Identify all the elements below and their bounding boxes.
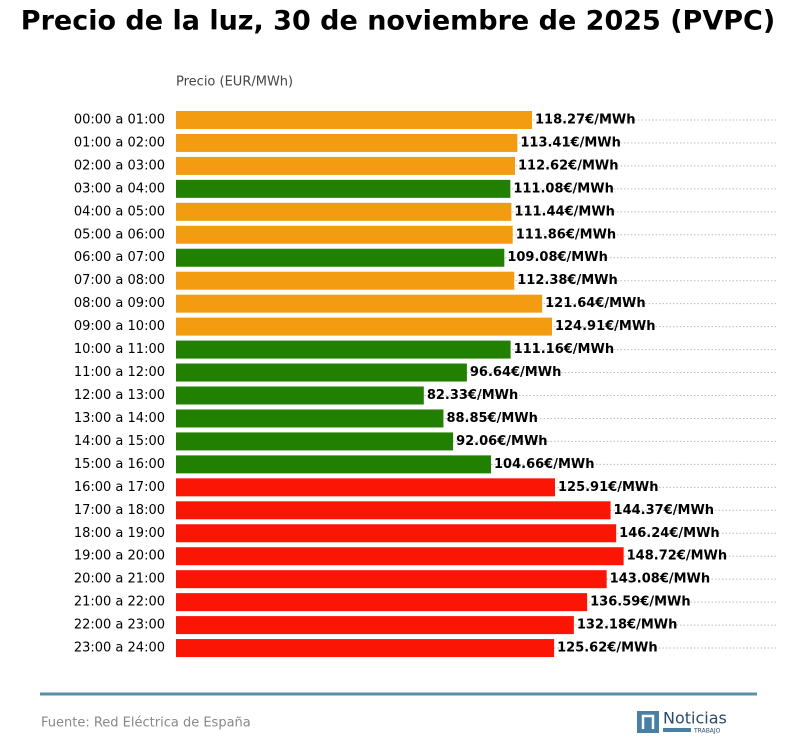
source: Fuente: Red Eléctrica de España [41, 716, 251, 731]
logo: Noticias TRABAJO [637, 709, 727, 735]
value-label: 125.62€/MWh [557, 641, 658, 656]
value-label: 118.27€/MWh [535, 112, 636, 127]
bar [176, 156, 515, 175]
bar [176, 616, 574, 635]
value-label: 92.06€/MWh [456, 434, 547, 449]
value-label: 125.91€/MWh [558, 480, 659, 495]
bar [176, 363, 467, 382]
bar [176, 179, 511, 198]
bar [176, 225, 513, 244]
bar [176, 409, 444, 428]
y-tick-label: 03:00 a 04:00 [74, 181, 165, 196]
y-tick-label: 13:00 a 14:00 [74, 411, 165, 426]
value-label: 111.44€/MWh [514, 204, 615, 219]
value-label: 109.08€/MWh [507, 250, 608, 265]
value-label: 82.33€/MWh [427, 388, 518, 403]
bar [176, 455, 492, 474]
value-label: 146.24€/MWh [619, 526, 720, 541]
y-tick-label: 05:00 a 06:00 [74, 227, 165, 242]
value-label: 136.59€/MWh [590, 595, 691, 610]
logo-name: Noticias [663, 709, 727, 728]
logo-tagline: TRABAJO [693, 728, 721, 735]
y-tick-label: 16:00 a 17:00 [74, 480, 165, 495]
bar [176, 639, 555, 658]
value-label: 104.66€/MWh [494, 457, 595, 472]
y-tick-label: 22:00 a 23:00 [74, 618, 165, 633]
y-tick-label: 23:00 a 24:00 [74, 641, 165, 656]
value-label: 143.08€/MWh [610, 572, 711, 587]
y-tick-label: 02:00 a 03:00 [74, 158, 165, 173]
bar [176, 271, 515, 290]
y-tick-label: 19:00 a 20:00 [74, 549, 165, 564]
bar [176, 340, 511, 359]
y-tick-label: 18:00 a 19:00 [74, 526, 165, 541]
y-tick-label: 12:00 a 13:00 [74, 388, 165, 403]
logo-icon [637, 711, 659, 733]
y-tick-label: 04:00 a 05:00 [74, 204, 165, 219]
bar [176, 524, 617, 543]
value-label: 96.64€/MWh [470, 365, 561, 380]
value-label: 112.62€/MWh [518, 158, 619, 173]
value-label: 121.64€/MWh [545, 296, 646, 311]
y-tick-label: 07:00 a 08:00 [74, 273, 165, 288]
bar [176, 248, 505, 267]
y-tick-label: 15:00 a 16:00 [74, 457, 165, 472]
logo-glyph [641, 714, 655, 729]
bar [176, 110, 532, 129]
logo-bar [663, 728, 691, 732]
value-label: 111.08€/MWh [513, 181, 614, 196]
value-label: 124.91€/MWh [555, 319, 656, 334]
y-tick-label: 10:00 a 11:00 [74, 342, 165, 357]
value-label: 88.85€/MWh [446, 411, 537, 426]
y-tick-label: 20:00 a 21:00 [74, 572, 165, 587]
value-label: 111.86€/MWh [516, 227, 617, 242]
value-label: 132.18€/MWh [577, 618, 678, 633]
bar [176, 133, 518, 152]
bar [176, 570, 607, 589]
plot: 00:00 a 01:00 118.27€/MWh 01:00 a 02:00 113… [74, 110, 778, 658]
y-tick-label: 14:00 a 15:00 [74, 434, 165, 449]
y-tick-label: 09:00 a 10:00 [74, 319, 165, 334]
y-tick-label: 00:00 a 01:00 [74, 112, 165, 127]
chart-title: Precio de la luz, 30 de noviembre de 202… [21, 6, 775, 37]
axis-label: Precio (EUR/MWh) [176, 75, 293, 90]
y-tick-label: 21:00 a 22:00 [74, 595, 165, 610]
bar [176, 432, 454, 451]
y-tick-label: 17:00 a 18:00 [74, 503, 165, 518]
y-tick-label: 08:00 a 09:00 [74, 296, 165, 311]
value-label: 112.38€/MWh [517, 273, 618, 288]
bar [176, 593, 588, 612]
value-label: 144.37€/MWh [614, 503, 715, 518]
bar [176, 294, 543, 313]
bar [176, 478, 555, 497]
y-tick-label: 06:00 a 07:00 [74, 250, 165, 265]
bar [176, 317, 552, 336]
bar [176, 202, 512, 221]
value-label: 113.41€/MWh [520, 135, 621, 150]
value-label: 111.16€/MWh [514, 342, 615, 357]
bar [176, 501, 611, 520]
y-tick-label: 11:00 a 12:00 [74, 365, 165, 380]
value-label: 148.72€/MWh [627, 549, 728, 564]
bar [176, 386, 424, 405]
y-tick-label: 01:00 a 02:00 [74, 135, 165, 150]
bar [176, 547, 624, 566]
